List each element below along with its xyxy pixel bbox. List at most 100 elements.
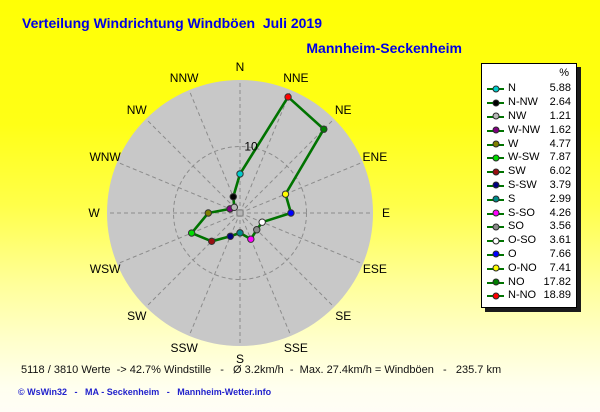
- legend-marker-dot: [492, 126, 499, 134]
- legend-row-W-SW: W-SW 7.87: [487, 151, 571, 165]
- legend-row-N-NW: N-NW 2.64: [487, 96, 571, 110]
- grid-spoke-ENE: [239, 161, 364, 214]
- legend-row-S-SW: S-SW 3.79: [487, 179, 571, 193]
- direction-label-N: N: [236, 60, 245, 74]
- direction-label-NW: NW: [127, 103, 148, 117]
- legend-percentage-value: 2.99: [549, 192, 571, 205]
- center-marker: [236, 209, 244, 217]
- legend-marker-dot: [492, 237, 499, 245]
- legend-direction-label: W: [508, 137, 519, 150]
- legend-marker-icon: [487, 250, 504, 258]
- legend-unit-header: %: [559, 67, 569, 79]
- legend-row-NO: NO 17.82: [487, 275, 571, 289]
- data-point-N: [236, 170, 244, 178]
- legend-marker-dot: [492, 292, 499, 300]
- legend-row-O-NO: O-NO 7.41: [487, 261, 571, 275]
- direction-label-W: W: [88, 206, 100, 220]
- data-point-O-NO: [281, 190, 290, 198]
- data-point-SO: [253, 226, 261, 234]
- legend-marker-dot: [492, 195, 499, 203]
- direction-label-WSW: WSW: [90, 262, 121, 276]
- direction-label-SE: SE: [335, 309, 351, 323]
- legend-row-W-NW: W-NW 1.62: [487, 123, 571, 137]
- legend-rows: N 5.88 N-NW 2.64 NW 1.21 W-NW 1.62 W 4.77 W-SW 7.87…: [487, 82, 571, 303]
- direction-label-NNW: NNW: [170, 71, 199, 85]
- data-point-N-NW: [229, 193, 237, 201]
- copyright-line: © WsWin32 - MA - Seckenheim - Mannheim-W…: [18, 387, 272, 397]
- scale-label: 10: [244, 140, 258, 154]
- legend-percentage-value: 4.26: [549, 206, 571, 219]
- legend-direction-label: S: [508, 192, 516, 205]
- direction-label-NE: NE: [335, 103, 352, 117]
- legend-marker-icon: [487, 237, 504, 245]
- data-point-S-SO: [247, 235, 255, 243]
- legend-percentage-value: 7.87: [549, 151, 571, 164]
- legend-percentage-value: 6.02: [549, 165, 571, 178]
- legend-marker-dot: [492, 112, 499, 120]
- legend-marker-dot: [492, 181, 499, 189]
- legend-marker-icon: [487, 223, 504, 231]
- legend-percentage-value: 17.82: [543, 275, 571, 288]
- legend-percentage-value: 2.64: [549, 96, 571, 109]
- legend-row-NW: NW 1.21: [487, 110, 571, 124]
- legend-direction-label: W-SW: [508, 151, 540, 164]
- legend-row-S-SO: S-SO 4.26: [487, 206, 571, 220]
- direction-label-ENE: ENE: [363, 150, 388, 164]
- direction-label-E: E: [382, 206, 390, 220]
- legend-marker-dot: [492, 99, 499, 107]
- direction-label-SSW: SSW: [170, 341, 198, 355]
- data-point-S: [236, 229, 244, 237]
- data-point-S-SW: [226, 232, 235, 240]
- legend-marker-dot: [492, 223, 499, 231]
- grid-circle-10: [173, 146, 307, 280]
- data-point-O-SO: [258, 218, 266, 226]
- legend-direction-label: N: [508, 82, 516, 95]
- legend-direction-label: O: [508, 247, 517, 260]
- legend-direction-label: O-SO: [508, 234, 537, 247]
- legend-marker-dot: [492, 140, 499, 148]
- data-point-NO: [320, 125, 328, 133]
- legend-direction-label: NO: [508, 275, 525, 288]
- legend-direction-label: SO: [508, 220, 524, 233]
- data-point-O: [287, 209, 295, 217]
- page-title: Verteilung Windrichtung Windböen Juli 20…: [22, 15, 322, 31]
- legend-marker-icon: [487, 195, 504, 203]
- legend-marker-dot: [492, 85, 499, 93]
- legend-marker-icon: [487, 154, 504, 162]
- direction-label-ESE: ESE: [363, 262, 387, 276]
- direction-label-SW: SW: [127, 309, 147, 323]
- legend-marker-icon: [487, 168, 504, 176]
- grid-spoke-NNW: [188, 89, 241, 214]
- legend-direction-label: SW: [508, 165, 526, 178]
- legend-row-N-NO: N-NO 18.89: [487, 289, 571, 303]
- legend-marker-dot: [492, 154, 499, 162]
- data-point-SW: [207, 237, 216, 246]
- legend-marker-dot: [492, 278, 499, 286]
- legend-marker-icon: [487, 85, 504, 93]
- legend-marker-icon: [487, 181, 504, 189]
- legend-percentage-value: 4.77: [549, 137, 571, 150]
- legend-percentage-value: 5.88: [549, 82, 571, 95]
- legend-row-W: W 4.77: [487, 137, 571, 151]
- direction-label-NNE: NNE: [283, 71, 308, 85]
- direction-label-SSE: SSE: [284, 341, 308, 355]
- legend-row-S: S 2.99: [487, 192, 571, 206]
- legend-row-O-SO: O-SO 3.61: [487, 234, 571, 248]
- legend-marker-dot: [492, 168, 499, 176]
- legend-marker-dot: [492, 250, 499, 258]
- data-point-N-NO: [284, 93, 292, 101]
- legend-direction-label: N-NO: [508, 289, 537, 302]
- legend-direction-label: N-NW: [508, 96, 538, 109]
- legend-marker-icon: [487, 99, 504, 107]
- legend-marker-icon: [487, 112, 504, 120]
- direction-label-WNW: WNW: [89, 150, 121, 164]
- legend-marker-dot: [492, 209, 499, 217]
- data-point-W: [204, 209, 212, 217]
- legend-box: % N 5.88 N-NW 2.64 NW 1.21 W-NW 1.62 W 4.77 W-SW 7.…: [481, 63, 577, 308]
- legend-percentage-value: 3.61: [549, 234, 571, 247]
- legend-percentage-value: 3.56: [549, 220, 571, 233]
- legend-direction-label: NW: [508, 109, 527, 122]
- legend-percentage-value: 1.21: [549, 109, 571, 122]
- legend-percentage-value: 7.41: [549, 261, 571, 274]
